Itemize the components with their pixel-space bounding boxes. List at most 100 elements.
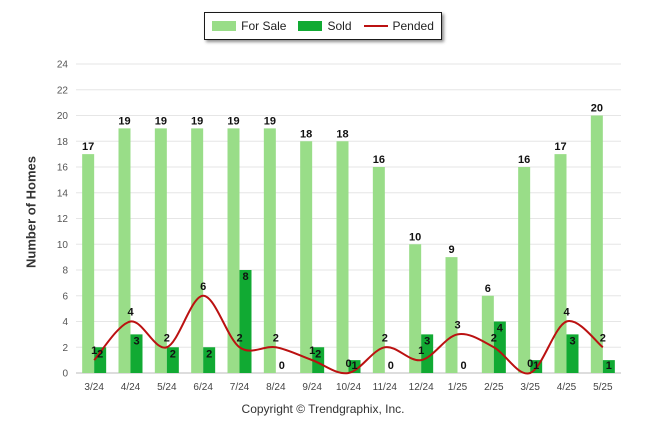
y-tick-label: 16 (57, 163, 69, 174)
data-label-sold: 3 (424, 335, 430, 347)
legend-item-sold[interactable]: Sold (298, 19, 352, 33)
data-label-pended: 1 (418, 345, 424, 357)
bar-for-sale (409, 244, 422, 373)
y-tick-label: 8 (62, 266, 68, 277)
x-tick-label: 1/25 (448, 382, 468, 393)
bar-sold (493, 321, 506, 373)
bar-for-sale (481, 295, 494, 373)
bar-sold (348, 360, 361, 373)
bar-sold (166, 347, 179, 373)
legend-swatch-sold (298, 21, 323, 31)
data-label-pended: 4 (127, 307, 134, 319)
bar-for-sale (154, 128, 167, 373)
bar-sold (94, 347, 107, 373)
legend-label-pended: Pended (392, 19, 434, 33)
data-label-pended: 6 (200, 281, 206, 293)
y-tick-label: 0 (62, 369, 68, 380)
data-label-for-sale: 19 (227, 115, 239, 127)
bar-for-sale (300, 141, 313, 373)
bar-for-sale (263, 128, 276, 373)
y-tick-label: 2 (62, 343, 68, 354)
data-label-for-sale: 16 (373, 154, 385, 166)
legend-label-for-sale: For Sale (241, 19, 287, 33)
data-label-pended: 2 (273, 332, 279, 344)
legend-swatch-pended (363, 25, 388, 27)
x-tick-label: 6/24 (193, 382, 213, 393)
data-label-sold: 0 (460, 360, 466, 372)
legend-label-sold: Sold (327, 19, 352, 33)
data-label-for-sale: 19 (191, 115, 203, 127)
data-label-sold: 4 (497, 323, 504, 335)
y-tick-label: 12 (57, 214, 69, 225)
data-label-sold: 0 (279, 360, 285, 372)
line-pended (93, 294, 604, 375)
bar-sold (566, 334, 579, 373)
y-tick-label: 4 (62, 317, 68, 328)
data-label-for-sale: 18 (336, 128, 348, 140)
data-label-for-sale: 19 (264, 115, 276, 127)
data-label-pended: 1 (91, 345, 97, 357)
legend-item-pended[interactable]: Pended (363, 19, 434, 33)
bar-sold (130, 334, 143, 373)
data-label-pended: 2 (491, 332, 497, 344)
bar-sold (203, 347, 216, 373)
data-label-pended: 2 (382, 332, 388, 344)
data-label-for-sale: 17 (554, 141, 566, 153)
data-label-pended: 4 (563, 307, 570, 319)
data-label-for-sale: 19 (155, 115, 167, 127)
x-tick-label: 12/24 (409, 382, 434, 393)
data-label-for-sale: 16 (518, 154, 530, 166)
x-tick-label: 4/24 (121, 382, 141, 393)
y-tick-label: 20 (57, 111, 69, 122)
data-label-pended: 2 (236, 332, 242, 344)
data-label-sold: 3 (569, 335, 575, 347)
data-label-sold: 2 (97, 348, 103, 360)
data-label-for-sale: 18 (300, 128, 312, 140)
data-label-pended: 0 (345, 358, 351, 370)
bar-sold (239, 270, 252, 373)
legend-swatch-for-sale (212, 21, 237, 31)
y-tick-label: 6 (62, 291, 68, 302)
data-label-pended: 1 (309, 345, 315, 357)
data-label-pended: 2 (164, 332, 170, 344)
legend-item-for-sale[interactable]: For Sale (212, 19, 286, 33)
bar-for-sale (590, 115, 603, 373)
x-tick-label: 2/25 (484, 382, 504, 393)
x-tick-label: 10/24 (336, 382, 361, 393)
bar-for-sale (118, 128, 131, 373)
data-label-sold: 3 (133, 335, 139, 347)
x-tick-label: 3/24 (84, 382, 104, 393)
x-tick-label: 3/25 (520, 382, 540, 393)
data-label-sold: 8 (242, 271, 248, 283)
y-tick-label: 24 (57, 60, 69, 71)
data-label-for-sale: 10 (409, 231, 421, 243)
x-tick-label: 4/25 (557, 382, 577, 393)
bar-for-sale (82, 154, 95, 373)
x-tick-label: 8/24 (266, 382, 286, 393)
bar-sold (312, 347, 325, 373)
data-label-sold: 2 (170, 348, 176, 360)
data-label-sold: 2 (315, 348, 321, 360)
data-label-sold: 1 (351, 360, 357, 372)
y-tick-label: 18 (57, 137, 69, 148)
bar-for-sale (372, 167, 385, 373)
bar-for-sale (554, 154, 567, 373)
bar-for-sale (227, 128, 240, 373)
data-label-pended: 2 (600, 332, 606, 344)
data-label-for-sale: 20 (591, 103, 603, 115)
bar-sold (602, 360, 615, 373)
data-label-for-sale: 9 (448, 244, 454, 256)
bar-for-sale (445, 257, 458, 373)
legend: For Sale Sold Pended (204, 12, 442, 40)
bar-for-sale (518, 167, 531, 373)
y-tick-label: 10 (57, 240, 69, 251)
x-tick-label: 11/24 (373, 382, 398, 393)
bar-sold (421, 334, 434, 373)
data-label-for-sale: 6 (485, 283, 491, 295)
data-label-sold: 1 (606, 360, 612, 372)
data-label-pended: 0 (527, 358, 533, 370)
data-label-sold: 2 (206, 348, 212, 360)
data-label-pended: 3 (454, 319, 460, 331)
y-tick-label: 14 (57, 188, 69, 199)
